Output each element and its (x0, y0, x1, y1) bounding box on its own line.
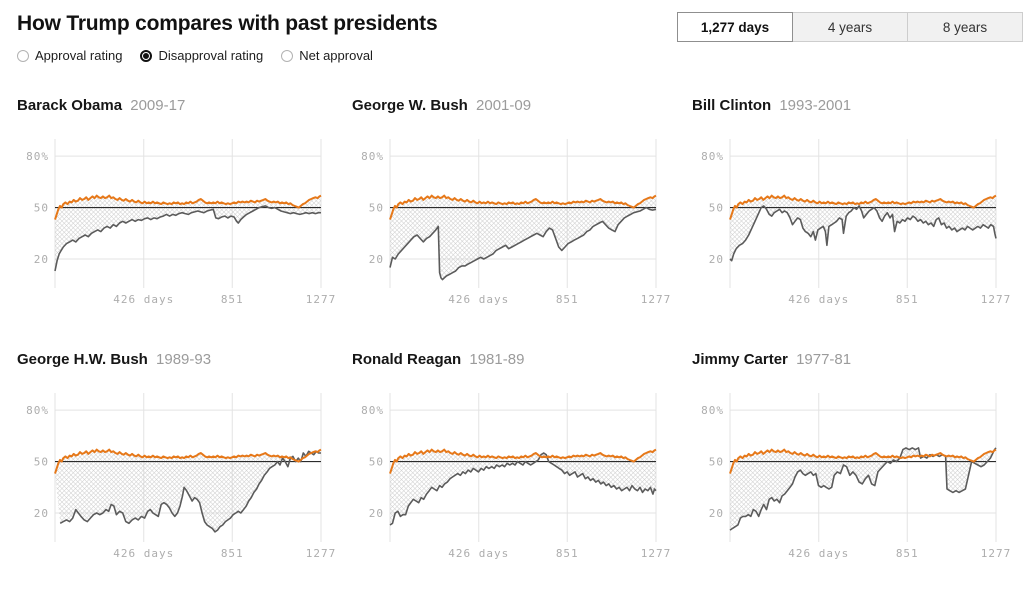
svg-text:50: 50 (369, 202, 384, 215)
svg-text:1277: 1277 (306, 293, 337, 306)
metric-radio-group: Approval rating Disapproval rating Net a… (17, 48, 1008, 63)
chart-title: George W. Bush 2001-09 (352, 97, 692, 115)
chart-title: George H.W. Bush 1989-93 (17, 351, 352, 369)
radio-disapproval-rating[interactable]: Disapproval rating (140, 48, 263, 63)
svg-text:851: 851 (896, 547, 919, 560)
page-title: How Trump compares with past presidents (17, 12, 438, 35)
chart-title: Bill Clinton 1993-2001 (692, 97, 1025, 115)
svg-text:80%: 80% (26, 150, 49, 163)
svg-text:50: 50 (34, 456, 49, 469)
svg-text:50: 50 (709, 202, 724, 215)
president-years: 1981-89 (469, 351, 525, 368)
svg-text:20: 20 (34, 253, 49, 266)
radio-icon[interactable] (281, 49, 294, 62)
president-years: 2001-09 (476, 97, 532, 114)
svg-text:80%: 80% (701, 150, 724, 163)
chart-cell-george-w-bush: George W. Bush 2001-09 80% 50 20 426 days 85… (352, 97, 692, 311)
range-button-8-years[interactable]: 8 years (907, 13, 1022, 41)
disapproval-chart-clinton: 80% 50 20 426 days 851 1277 (701, 139, 1012, 306)
president-name: Jimmy Carter (692, 351, 788, 368)
svg-text:80%: 80% (701, 404, 724, 417)
president-name: Bill Clinton (692, 97, 772, 114)
svg-text:1277: 1277 (981, 547, 1012, 560)
svg-text:851: 851 (221, 293, 244, 306)
president-name: Ronald Reagan (352, 351, 462, 368)
disapproval-chart-gw-bush: 80% 50 20 426 days 851 1277 (361, 139, 672, 306)
radio-approval-rating[interactable]: Approval rating (17, 48, 122, 63)
svg-text:426 days: 426 days (788, 547, 849, 560)
radio-label: Approval rating (35, 48, 123, 63)
time-range-toggle: 1,277 days 4 years 8 years (677, 12, 1023, 42)
svg-text:20: 20 (34, 507, 49, 520)
president-name: Barack Obama (17, 97, 123, 114)
svg-text:20: 20 (709, 253, 724, 266)
disapproval-chart-ghw-bush: 80% 50 20 426 days 851 1277 (26, 393, 337, 560)
radio-icon[interactable] (17, 49, 29, 62)
radio-label: Net approval (299, 48, 373, 63)
chart-cell-ronald-reagan: Ronald Reagan 1981-89 80% 50 20 426 days 851… (352, 351, 692, 565)
charts-grid: Barack Obama 2009-17 80% 50 20 426 days 851 1… (0, 97, 1025, 565)
chart-title: Jimmy Carter 1977-81 (692, 351, 1025, 369)
svg-text:80%: 80% (361, 150, 384, 163)
chart-cell-george-hw-bush: George H.W. Bush 1989-93 80% 50 20 426 days… (17, 351, 352, 565)
svg-text:1277: 1277 (641, 547, 672, 560)
range-button-4-years[interactable]: 4 years (792, 13, 907, 41)
president-years: 1993-2001 (779, 97, 852, 114)
svg-text:851: 851 (896, 293, 919, 306)
svg-text:50: 50 (34, 202, 49, 215)
svg-text:1277: 1277 (306, 547, 337, 560)
svg-text:20: 20 (369, 507, 384, 520)
svg-text:50: 50 (709, 456, 724, 469)
radio-selected-icon[interactable] (140, 49, 153, 62)
svg-text:426 days: 426 days (113, 547, 174, 560)
svg-text:851: 851 (556, 547, 579, 560)
disapproval-chart-carter: 80% 50 20 426 days 851 1277 (701, 393, 1012, 560)
svg-text:50: 50 (369, 456, 384, 469)
radio-net-approval[interactable]: Net approval (281, 48, 373, 63)
president-years: 1977-81 (796, 351, 852, 368)
svg-text:80%: 80% (26, 404, 49, 417)
president-name: George W. Bush (352, 97, 468, 114)
president-years: 1989-93 (156, 351, 212, 368)
chart-title: Barack Obama 2009-17 (17, 97, 352, 115)
svg-text:1277: 1277 (641, 293, 672, 306)
disapproval-chart-reagan: 80% 50 20 426 days 851 1277 (361, 393, 672, 560)
svg-text:426 days: 426 days (113, 293, 174, 306)
svg-text:851: 851 (221, 547, 244, 560)
svg-text:20: 20 (709, 507, 724, 520)
chart-cell-barack-obama: Barack Obama 2009-17 80% 50 20 426 days 851 1… (17, 97, 352, 311)
svg-text:851: 851 (556, 293, 579, 306)
svg-text:426 days: 426 days (788, 293, 849, 306)
svg-text:426 days: 426 days (448, 293, 509, 306)
president-years: 2009-17 (130, 97, 186, 114)
range-button-1277-days[interactable]: 1,277 days (678, 13, 792, 41)
svg-text:20: 20 (369, 253, 384, 266)
president-name: George H.W. Bush (17, 351, 148, 368)
svg-text:80%: 80% (361, 404, 384, 417)
radio-label: Disapproval rating (158, 48, 264, 63)
svg-text:1277: 1277 (981, 293, 1012, 306)
header: How Trump compares with past presidents … (0, 0, 1025, 63)
chart-title: Ronald Reagan 1981-89 (352, 351, 692, 369)
chart-cell-jimmy-carter: Jimmy Carter 1977-81 80% 50 20 426 days 851 1… (692, 351, 1025, 565)
disapproval-chart-obama: 80% 50 20 426 days 851 1277 (26, 139, 337, 306)
svg-text:426 days: 426 days (448, 547, 509, 560)
chart-cell-bill-clinton: Bill Clinton 1993-2001 80% 50 20 426 days 85… (692, 97, 1025, 311)
